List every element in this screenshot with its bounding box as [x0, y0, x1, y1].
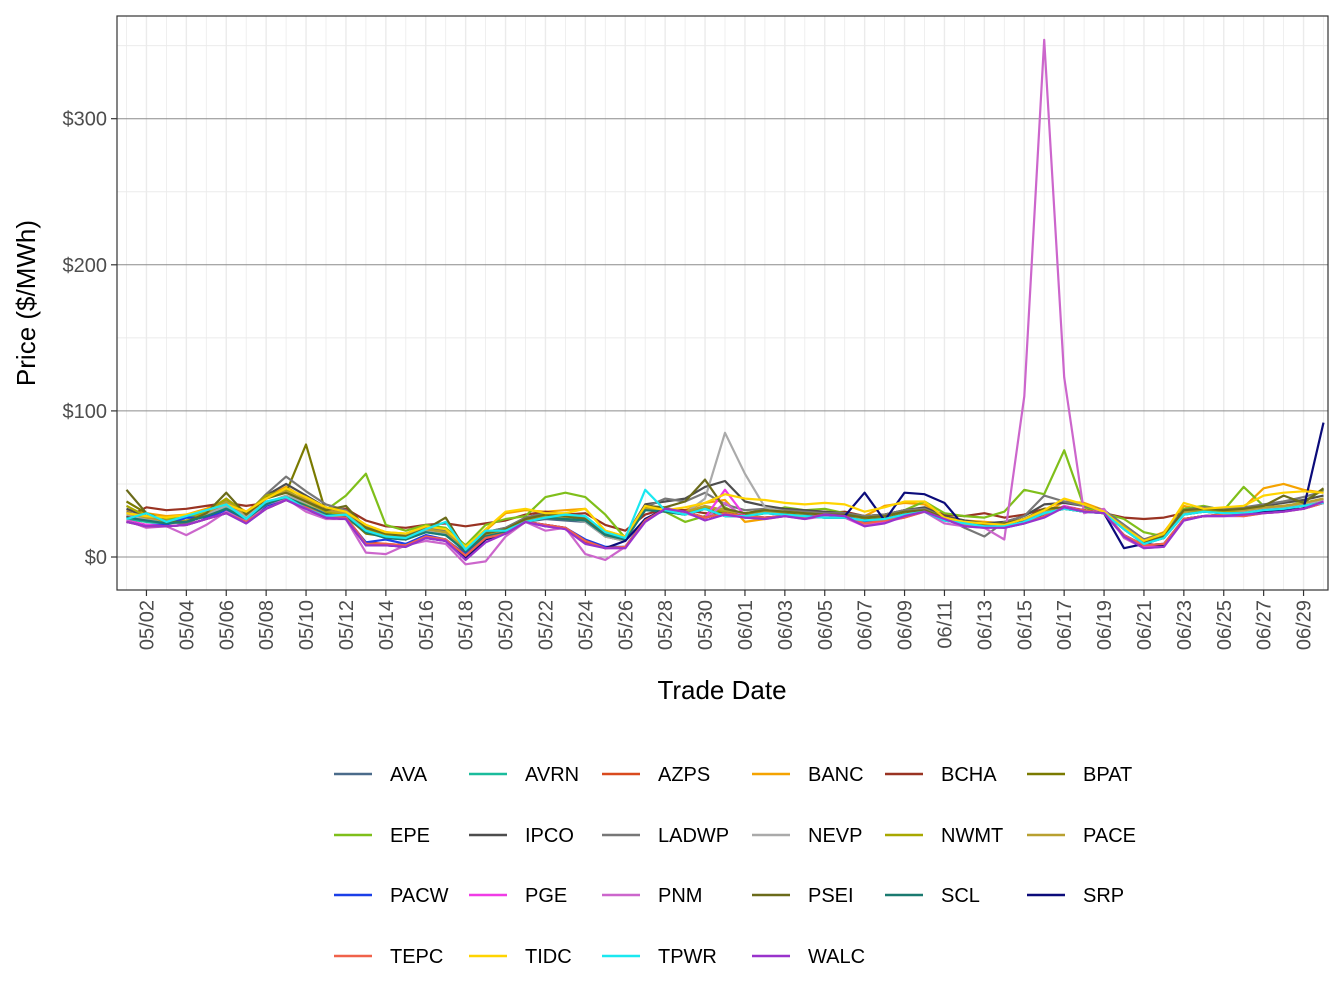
y-axis: $0 $100 $200 $300	[63, 109, 117, 569]
x-tick-label: 05/26	[615, 600, 637, 650]
legend-label: BANC	[808, 764, 864, 786]
legend-item-ladwp: LADWP	[602, 825, 729, 847]
y-axis-title: Price ($/MWh)	[11, 220, 41, 386]
legend-label: EPE	[390, 825, 430, 847]
y-tick-label: $100	[63, 401, 108, 423]
x-tick-label: 06/13	[974, 600, 996, 650]
x-tick-label: 05/08	[256, 600, 278, 650]
x-tick-label: 05/04	[176, 600, 198, 650]
legend-item-scl: SCL	[885, 885, 980, 907]
y-tick-label: $200	[63, 255, 108, 277]
legend-item-tidc: TIDC	[469, 946, 572, 968]
legend-label: SRP	[1083, 885, 1124, 907]
x-tick-label: 05/16	[416, 600, 438, 650]
legend-item-banc: BANC	[752, 764, 864, 786]
x-tick-label: 06/29	[1294, 600, 1316, 650]
x-tick-label: 06/15	[1014, 600, 1036, 650]
x-tick-label: 06/17	[1054, 600, 1076, 650]
series-line-tpwr	[126, 488, 1324, 551]
x-tick-label: 06/03	[775, 600, 797, 650]
series-line-walc	[126, 498, 1324, 562]
legend-item-pge: PGE	[469, 885, 567, 907]
x-tick-label: 05/20	[496, 600, 518, 650]
legend-label: AVA	[390, 764, 428, 786]
x-tick-label: 05/10	[296, 600, 318, 650]
legend-label: AZPS	[658, 764, 710, 786]
legend-item-pacw: PACW	[334, 885, 449, 907]
x-tick-label: 05/30	[695, 600, 717, 650]
legend-label: TPWR	[658, 946, 717, 968]
legend-item-avrn: AVRN	[469, 764, 579, 786]
series-lines	[125, 38, 1325, 566]
x-tick-label: 05/14	[376, 600, 398, 650]
x-tick-label: 06/25	[1214, 600, 1236, 650]
legend-label: BCHA	[941, 764, 997, 786]
legend-item-pnm: PNM	[602, 885, 702, 907]
legend-label: IPCO	[525, 825, 574, 847]
legend-label: AVRN	[525, 764, 579, 786]
x-tick-label: 06/11	[934, 600, 956, 649]
x-tick-label: 06/05	[815, 600, 837, 650]
legend-item-bpat: BPAT	[1027, 764, 1132, 786]
legend-item-ava: AVA	[334, 764, 428, 786]
plot-panel-border	[116, 15, 1329, 591]
legend: AVA AVRN AZPS BANC BCHA BPAT EPE IPCO LADWP NEVP N…	[334, 764, 1136, 968]
legend-label: WALC	[808, 946, 865, 968]
x-tick-label: 06/01	[735, 600, 757, 650]
x-tick-label: 06/23	[1174, 600, 1196, 650]
legend-item-epe: EPE	[334, 825, 430, 847]
legend-label: LADWP	[658, 825, 729, 847]
legend-label: PSEI	[808, 885, 854, 907]
legend-label: PGE	[525, 885, 567, 907]
x-tick-label: 05/06	[216, 600, 238, 650]
legend-item-nwmt: NWMT	[885, 825, 1003, 847]
legend-item-walc: WALC	[752, 946, 865, 968]
legend-label: BPAT	[1083, 764, 1132, 786]
series-line-ladwp	[126, 475, 1324, 550]
legend-item-azps: AZPS	[602, 764, 710, 786]
legend-item-bcha: BCHA	[885, 764, 997, 786]
legend-item-pace: PACE	[1027, 825, 1136, 847]
series-line-pnm	[126, 38, 1324, 566]
x-tick-label: 05/28	[655, 600, 677, 650]
legend-item-tpwr: TPWR	[602, 946, 717, 968]
legend-label: PACW	[390, 885, 449, 907]
x-axis-title: Trade Date	[657, 675, 786, 705]
x-tick-label: 05/02	[136, 600, 158, 650]
x-axis: 05/02 05/04 05/06 05/08 05/10 05/12 05/14 05/16…	[136, 590, 1316, 650]
legend-label: NWMT	[941, 825, 1003, 847]
legend-item-ipco: IPCO	[469, 825, 574, 847]
x-tick-label: 06/09	[895, 600, 917, 650]
x-tick-label: 05/22	[535, 600, 557, 650]
legend-label: SCL	[941, 885, 980, 907]
y-tick-label: $300	[63, 109, 108, 131]
legend-item-srp: SRP	[1027, 885, 1124, 907]
major-gridlines	[117, 16, 1328, 590]
legend-label: TIDC	[525, 946, 572, 968]
legend-item-tepc: TEPC	[334, 946, 443, 968]
x-tick-label: 05/24	[575, 600, 597, 650]
legend-label: PACE	[1083, 825, 1136, 847]
legend-label: TEPC	[390, 946, 443, 968]
x-tick-label: 06/19	[1094, 600, 1116, 650]
x-tick-label: 05/12	[336, 600, 358, 650]
legend-item-psei: PSEI	[752, 885, 854, 907]
x-tick-label: 06/07	[855, 600, 877, 650]
legend-label: NEVP	[808, 825, 862, 847]
x-tick-label: 06/21	[1134, 600, 1156, 650]
y-tick-label: $0	[85, 547, 107, 569]
legend-item-nevp: NEVP	[752, 825, 862, 847]
legend-label: PNM	[658, 885, 702, 907]
x-tick-label: 06/27	[1254, 600, 1276, 650]
x-tick-label: 05/18	[456, 600, 478, 650]
